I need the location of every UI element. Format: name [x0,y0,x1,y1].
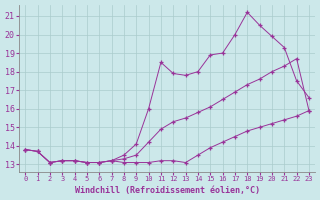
X-axis label: Windchill (Refroidissement éolien,°C): Windchill (Refroidissement éolien,°C) [75,186,260,195]
